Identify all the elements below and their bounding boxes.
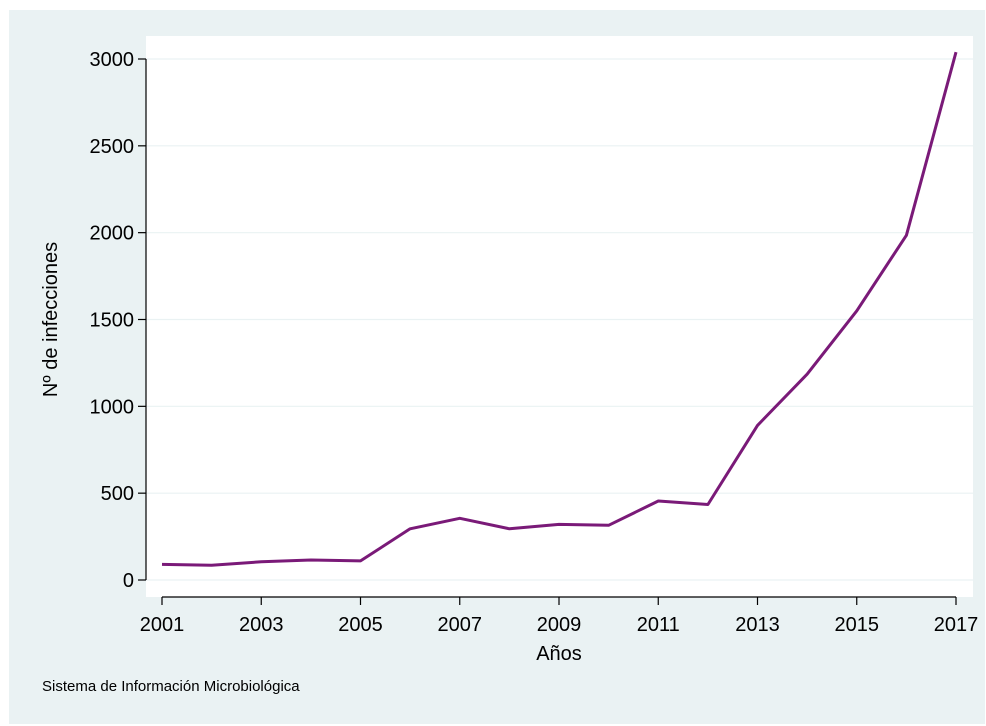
- x-tick-label: 2011: [637, 614, 680, 636]
- x-tick-label: 2017: [934, 614, 979, 636]
- y-tick-label: 2000: [90, 223, 135, 245]
- series-group: [161, 51, 958, 567]
- x-axis-ticks: 2001 2003 2005 2007 2009 2011 2013 2015 2017: [140, 597, 979, 636]
- x-tick-label: 2001: [140, 614, 185, 636]
- x-tick-label: 2007: [438, 614, 483, 636]
- x-axis-title: Años: [536, 643, 582, 665]
- y-tick-label: 3000: [90, 49, 135, 71]
- x-tick-label: 2005: [338, 614, 383, 636]
- series-line: [161, 51, 958, 567]
- x-tick-label: 2013: [735, 614, 780, 636]
- x-tick-label: 2003: [239, 614, 284, 636]
- y-tick-label: 500: [101, 483, 134, 505]
- y-tick-label: 2500: [90, 136, 135, 158]
- plot-area: [146, 36, 973, 597]
- y-axis-title: Nº de infecciones: [40, 242, 62, 397]
- source-note: Sistema de Información Microbiológica: [42, 678, 300, 695]
- gridlines: [146, 58, 973, 581]
- y-tick-label: 1000: [90, 396, 135, 418]
- x-tick-label: 2015: [835, 614, 880, 636]
- y-tick-label: 1500: [90, 310, 135, 332]
- y-axis-ticks: 0 500 1000 1500 2000 2500 3000: [90, 49, 146, 592]
- y-tick-label: 0: [123, 570, 134, 592]
- x-tick-label: 2009: [537, 614, 582, 636]
